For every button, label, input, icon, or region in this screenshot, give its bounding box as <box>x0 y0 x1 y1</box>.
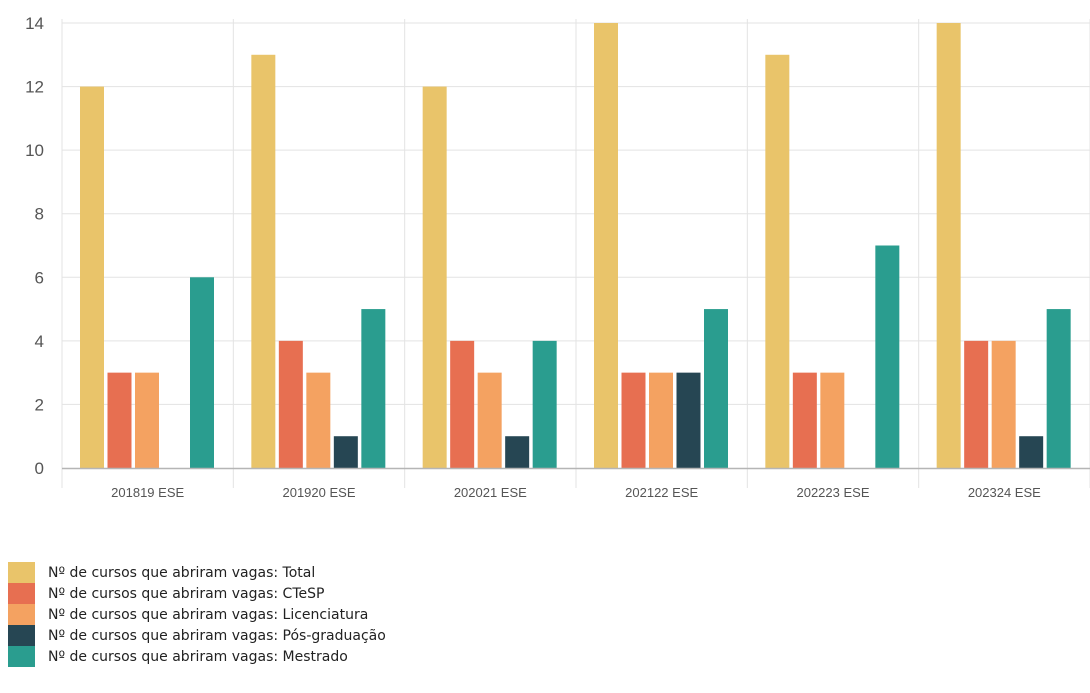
x-tick-label: 201920 ESE <box>282 485 355 500</box>
bar <box>532 340 557 468</box>
y-tick-label: 14 <box>25 14 44 33</box>
legend-label: Nº de cursos que abriram vagas: Pós-grad… <box>48 627 386 644</box>
legend-label: Nº de cursos que abriram vagas: Licencia… <box>48 606 369 623</box>
bar <box>649 372 673 468</box>
legend-swatch <box>8 646 35 667</box>
bar <box>251 54 276 469</box>
bar <box>361 309 386 468</box>
x-axis: 201819 ESE 201920 ESE 202021 ESE 202122 ESE… <box>62 467 1090 500</box>
legend-label: Nº de cursos que abriram vagas: Mestrado <box>48 648 348 665</box>
bar-chart: 0 2 4 6 8 10 12 14 201819 ESE 201920 ESE 202021 E… <box>25 14 1090 500</box>
bar <box>765 54 790 469</box>
legend-swatch <box>8 625 35 646</box>
legend-item: Nº de cursos que abriram vagas: Total <box>8 562 386 583</box>
chart-canvas: 0 2 4 6 8 10 12 14 201819 ESE 201920 ESE 202021 E… <box>25 14 1090 500</box>
bar <box>1046 309 1071 468</box>
legend-label: Nº de cursos que abriram vagas: Total <box>48 564 316 581</box>
bar <box>704 309 728 468</box>
bar <box>477 372 502 468</box>
bar <box>1019 436 1044 468</box>
y-tick-label: 6 <box>35 268 44 287</box>
y-tick-label: 0 <box>35 459 44 478</box>
bar <box>820 372 845 468</box>
bar <box>450 340 475 468</box>
y-tick-label: 4 <box>35 332 44 351</box>
legend-item: Nº de cursos que abriram vagas: Pós-grad… <box>8 625 386 646</box>
bar <box>333 436 358 468</box>
x-tick-label: 202021 ESE <box>454 485 527 500</box>
legend-swatch <box>8 583 35 604</box>
legend-item: Nº de cursos que abriram vagas: Licencia… <box>8 604 386 625</box>
legend: Nº de cursos que abriram vagas: Total Nº … <box>8 562 386 667</box>
legend-item: Nº de cursos que abriram vagas: Mestrado <box>8 646 386 667</box>
y-tick-label: 12 <box>25 78 44 97</box>
gridlines <box>61 19 1090 488</box>
bar <box>936 23 961 468</box>
bar <box>676 372 701 468</box>
y-axis: 0 2 4 6 8 10 12 14 <box>25 14 44 478</box>
bar <box>306 372 331 468</box>
bar <box>422 86 447 469</box>
legend-label: Nº de cursos que abriram vagas: CTeSP <box>48 585 325 602</box>
bar <box>278 340 303 468</box>
bar <box>792 372 817 468</box>
legend-swatch <box>8 604 35 625</box>
y-tick-label: 10 <box>25 141 44 160</box>
x-tick-label: 202324 ESE <box>968 485 1041 500</box>
legend-swatch <box>8 562 35 583</box>
x-tick-label: 202223 ESE <box>796 485 869 500</box>
x-tick-label: 202122 ESE <box>625 485 698 500</box>
y-tick-label: 8 <box>35 205 44 224</box>
y-tick-label: 2 <box>35 395 44 414</box>
bar <box>991 340 1016 468</box>
bar <box>964 340 989 468</box>
bar <box>621 372 646 468</box>
bar <box>135 372 159 468</box>
bar <box>80 86 104 469</box>
bar <box>107 372 132 468</box>
legend-item: Nº de cursos que abriram vagas: CTeSP <box>8 583 386 604</box>
bar <box>594 23 618 468</box>
bars <box>80 23 1071 469</box>
x-tick-label: 201819 ESE <box>111 485 184 500</box>
bar <box>190 277 214 468</box>
bar <box>505 436 530 468</box>
bar <box>875 245 900 468</box>
